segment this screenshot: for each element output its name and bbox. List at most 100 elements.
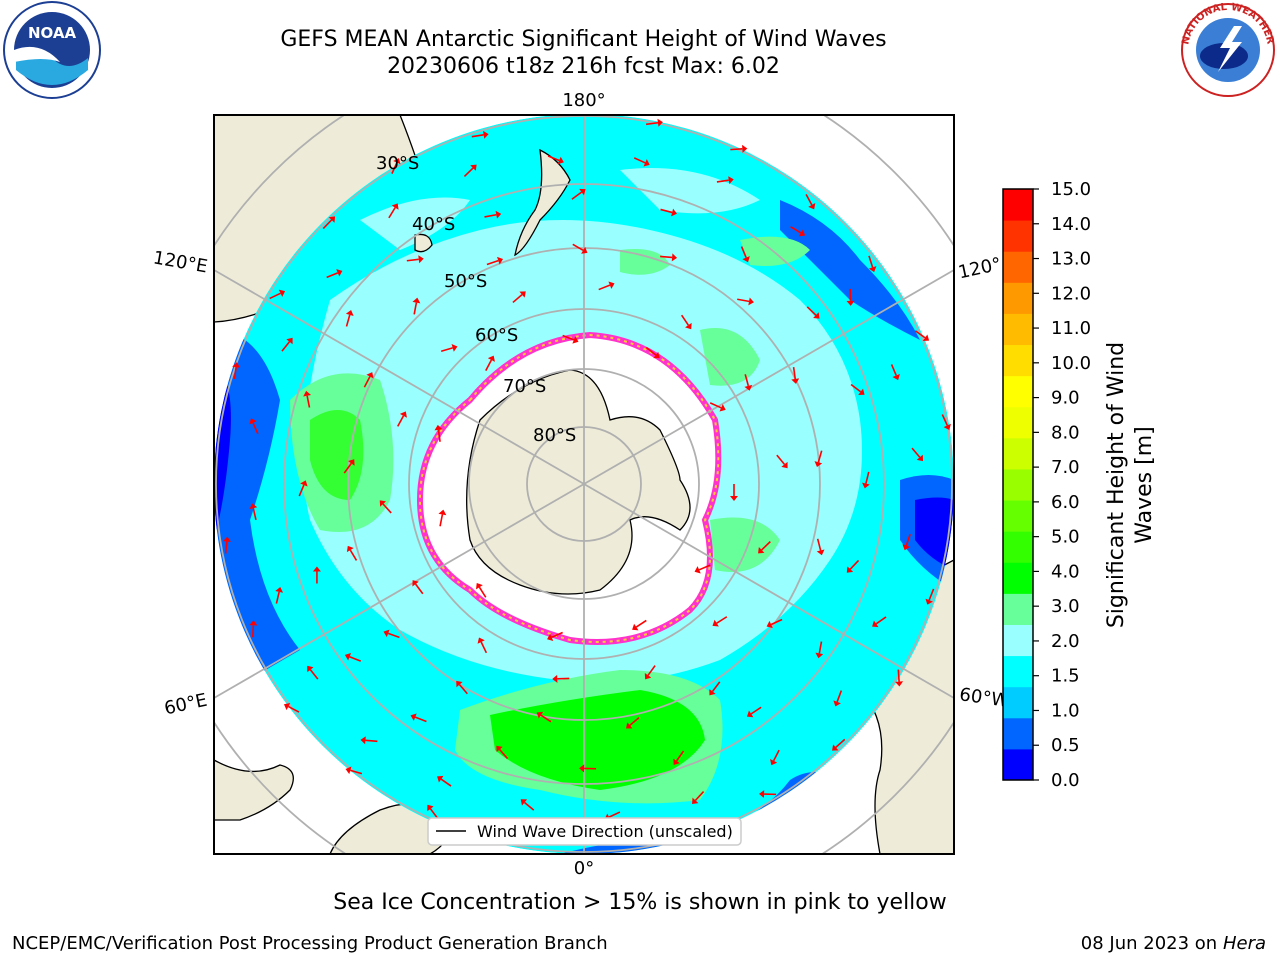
wind-wave-arrow-head bbox=[348, 459, 355, 466]
wind-wave-arrow-head bbox=[653, 351, 660, 359]
wind-wave-arrow bbox=[478, 586, 487, 598]
wind-wave-arrow bbox=[349, 549, 358, 561]
wind-wave-arrow bbox=[911, 447, 921, 458]
wind-wave-arrow-head bbox=[781, 461, 788, 469]
wind-wave-arrow bbox=[680, 314, 690, 326]
wind-wave-arrow-head bbox=[391, 203, 399, 210]
host-name: Hera bbox=[1222, 933, 1266, 954]
wind-wave-arrow-head bbox=[748, 297, 754, 306]
wind-wave-arrow-head bbox=[813, 312, 820, 319]
colorbar-tick-label: 4.0 bbox=[1051, 561, 1080, 582]
colorbar-cells bbox=[1003, 189, 1033, 781]
wind-wave-arrow bbox=[309, 669, 319, 680]
wind-wave-arrow-head bbox=[644, 672, 652, 680]
wind-wave-arrow-head bbox=[770, 758, 778, 766]
wind-wave-arrow-head bbox=[902, 544, 911, 551]
wind-wave-arrow bbox=[629, 716, 640, 726]
wind-wave-arrow bbox=[770, 618, 783, 626]
wind-wave-arrow bbox=[524, 801, 535, 811]
wind-wave-arrow bbox=[480, 641, 488, 654]
wind-wave-arrow-head bbox=[300, 480, 308, 487]
wind-wave-arrow-head bbox=[519, 291, 526, 298]
wind-wave-arrow-head bbox=[418, 255, 424, 264]
wind-wave-arrow bbox=[281, 341, 291, 352]
wind-wave-arrow-head bbox=[222, 536, 231, 542]
wind-wave-arrow bbox=[776, 454, 786, 465]
colorbar-label-line2: Waves [m] bbox=[1132, 426, 1157, 543]
wind-wave-arrow bbox=[737, 298, 750, 303]
colorbar-cell bbox=[1003, 313, 1033, 346]
lat-label-50s: 50°S bbox=[444, 271, 487, 292]
wind-wave-arrow-head bbox=[694, 566, 701, 574]
wind-wave-arrow bbox=[251, 625, 255, 638]
wind-wave-arrow-head bbox=[671, 208, 677, 217]
wind-wave-arrow-head bbox=[232, 362, 241, 368]
wind-wave-arrow bbox=[429, 808, 439, 819]
date-stamp: 08 Jun 2023 on Hera bbox=[1081, 933, 1266, 954]
wind-wave-arrow-head bbox=[412, 297, 421, 304]
wind-wave-arrow bbox=[716, 616, 728, 624]
wind-wave-arrow-head bbox=[412, 580, 419, 587]
wind-wave-arrow-head bbox=[495, 210, 502, 219]
wind-wave-arrow bbox=[437, 429, 441, 442]
wind-wave-arrow bbox=[540, 714, 552, 723]
wind-wave-arrow-head bbox=[759, 790, 765, 799]
wind-wave-arrow bbox=[269, 292, 281, 300]
wind-wave-arrow bbox=[440, 347, 453, 353]
colorbar: 15.0 14.0 13.0 12.0 11.0 10.0 9.0 8.0 7.0 6.0 5.0 4… bbox=[1002, 179, 1157, 791]
wind-wave-arrow-head bbox=[552, 674, 558, 683]
wind-wave-arrow bbox=[730, 148, 743, 151]
wind-wave-arrow-head bbox=[742, 256, 750, 263]
colorbar-cell bbox=[1003, 468, 1033, 501]
wind-wave-arrow bbox=[439, 514, 444, 527]
wind-wave-arrow bbox=[363, 376, 371, 388]
sea-ice-note: Sea Ice Concentration > 15% is shown in … bbox=[333, 890, 947, 915]
wind-wave-arrow-head bbox=[868, 266, 877, 273]
colorbar-tick-label: 7.0 bbox=[1051, 457, 1080, 478]
colorbar-label-line1: Significant Height of Wind bbox=[1104, 342, 1129, 628]
colorbar-cell bbox=[1003, 562, 1033, 594]
wind-wave-arrow bbox=[835, 738, 846, 748]
date-text: 08 Jun 2023 on bbox=[1080, 933, 1218, 954]
wind-wave-arrow bbox=[288, 705, 300, 713]
wind-wave-arrow bbox=[897, 669, 900, 682]
wind-wave-arrow-head bbox=[744, 384, 753, 391]
wind-wave-arrow-head bbox=[451, 344, 458, 352]
lat-label-70s: 70°S bbox=[503, 376, 546, 397]
wind-wave-arrow bbox=[711, 681, 721, 692]
wind-wave-arrow bbox=[816, 538, 822, 551]
colorbar-tick-label: 1.0 bbox=[1051, 700, 1080, 721]
wind-wave-arrow bbox=[598, 284, 611, 291]
colorbar-cell bbox=[1003, 717, 1033, 750]
wind-wave-arrow bbox=[440, 778, 452, 787]
wind-wave-arrow-head bbox=[438, 509, 447, 516]
wind-wave-arrow-head bbox=[872, 620, 879, 628]
wind-wave-arrow-head bbox=[437, 775, 444, 783]
wind-wave-arrow bbox=[905, 533, 911, 546]
wind-wave-arrow-head bbox=[476, 582, 483, 590]
wind-wave-arrow bbox=[275, 591, 280, 604]
wind-wave-arrow-head bbox=[742, 144, 748, 153]
wind-wave-arrow-head bbox=[547, 633, 554, 641]
wind-wave-arrow-head bbox=[922, 334, 930, 341]
wind-wave-arrow-head bbox=[833, 700, 841, 707]
wind-wave-arrow bbox=[941, 414, 948, 426]
new-zealand bbox=[514, 148, 571, 257]
wind-wave-arrow-head bbox=[632, 623, 639, 631]
wind-wave-arrow-head bbox=[345, 310, 354, 316]
antarctica-land bbox=[466, 369, 691, 595]
noaa-logo: NOAA bbox=[3, 1, 101, 99]
wind-wave-arrow-head bbox=[427, 804, 434, 812]
colorbar-cell bbox=[1003, 655, 1033, 688]
wind-wave-arrow-head bbox=[719, 404, 726, 412]
wind-wave-arrow bbox=[660, 208, 673, 214]
wind-wave-arrow bbox=[484, 213, 497, 218]
wind-wave-arrow-head bbox=[470, 164, 477, 171]
wind-wave-arrow bbox=[512, 294, 523, 304]
wind-wave-arrow bbox=[890, 364, 897, 376]
wind-wave-arrow-head bbox=[892, 373, 900, 381]
wind-wave-arrow-head bbox=[846, 300, 855, 306]
colorbar-tick-label: 5.0 bbox=[1051, 527, 1080, 548]
wind-wave-arrow-head bbox=[328, 216, 336, 223]
wind-wave-arrow-head bbox=[730, 496, 738, 501]
